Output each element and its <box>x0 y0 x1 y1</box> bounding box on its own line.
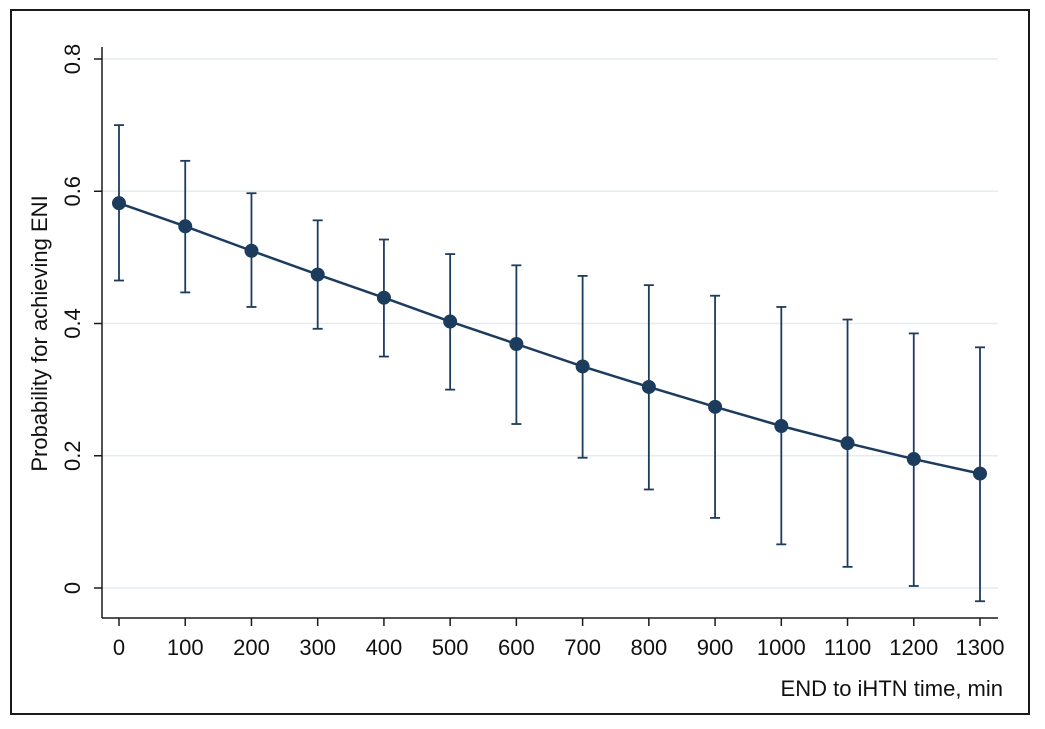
y-tick-label: 0.4 <box>60 308 85 339</box>
data-point <box>708 399 723 414</box>
chart-canvas: 0 0.2 0.4 0.6 0.8 0 100 200 300 400 500 600 700 800 9… <box>27 44 1005 701</box>
data-point <box>376 290 391 305</box>
series-line-path <box>118 201 981 475</box>
data-point <box>840 436 855 451</box>
x-tick-label: 1000 <box>757 635 806 660</box>
x-tick-label: 400 <box>366 635 403 660</box>
data-point <box>641 379 656 394</box>
data-point <box>509 336 524 351</box>
data-point <box>244 243 259 258</box>
error-bars <box>114 124 985 603</box>
x-tick-label: 0 <box>113 635 125 660</box>
x-tick-label: 1100 <box>824 635 871 660</box>
data-point <box>575 359 590 374</box>
x-tick-label: 800 <box>630 635 667 660</box>
x-tick-label: 1200 <box>889 635 938 660</box>
x-tick-label: 1300 <box>956 635 1005 660</box>
axes <box>101 47 998 619</box>
x-tick-label: 700 <box>564 635 601 660</box>
x-tick-label: 200 <box>233 635 270 660</box>
series-line <box>118 201 981 475</box>
y-tick-label: 0.2 <box>60 440 85 471</box>
data-point <box>973 466 987 481</box>
data-point <box>774 418 789 433</box>
x-tick-label: 100 <box>167 635 204 660</box>
x-tick-label: 500 <box>432 635 469 660</box>
y-tick-label: 0.8 <box>60 44 85 75</box>
x-tick-label: 900 <box>697 635 734 660</box>
y-tick-label: 0 <box>60 582 85 594</box>
data-point <box>906 452 921 467</box>
y-ticks: 0 0.2 0.4 0.6 0.8 <box>60 44 102 594</box>
chart-frame: 0 0.2 0.4 0.6 0.8 0 100 200 300 400 500 600 700 800 9… <box>10 9 1030 715</box>
x-tick-label: 300 <box>299 635 336 660</box>
data-point <box>112 196 126 211</box>
gridlines <box>102 58 998 589</box>
x-axis-title: END to iHTN time, min <box>781 676 1003 701</box>
data-point <box>310 267 325 282</box>
x-ticks: 0 100 200 300 400 500 600 700 800 900 1000 1100 1200… <box>113 618 1005 660</box>
data-point <box>178 219 193 234</box>
y-axis-title: Probability for achieving ENI <box>27 195 52 471</box>
data-point <box>443 314 458 329</box>
series-markers <box>112 196 987 481</box>
y-tick-label: 0.6 <box>60 176 85 207</box>
x-tick-label: 600 <box>498 635 535 660</box>
